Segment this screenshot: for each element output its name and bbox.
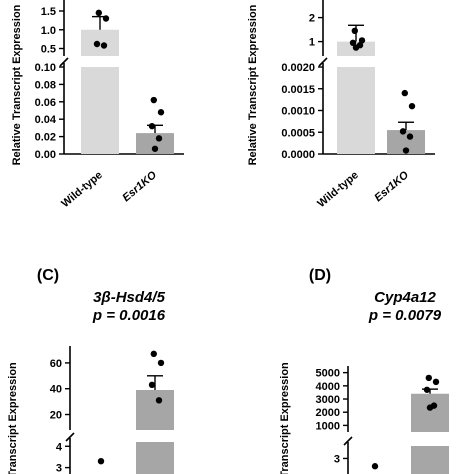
panel-d-point [432,378,440,386]
panel-c-point [155,397,163,404]
panel-d-point [425,374,432,382]
panel-c-bar-0-upper [136,390,174,430]
panel-c-upper-tick-label: 20 [50,410,62,422]
panel-a-axis-break [59,57,69,67]
panel-d-bar-0-upper [411,393,449,432]
panel-d-axis-break [343,436,353,446]
panel-a-category-esr1ko: Esr1KO [120,169,159,204]
panel-d-point [371,463,379,470]
panel-a-bar-0-upper [81,29,119,56]
panel-b-ylabel: Relative Transcript Expression [247,4,259,165]
panel-b-lower-axis: 0.0020 0.0015 0.0010 0.0005 0.0000 [281,62,435,161]
panel-b-upper-tick-label: 2 [309,13,315,25]
panel-c-lower-tick-label: 3 [56,463,62,474]
panel-b-lower-tick-label: 0.0000 [281,149,315,161]
panel-d: (D) Cyp4a12 p = 0.0079 Transcript Expres… [279,267,449,474]
panel-a-point [95,9,103,17]
panel-d-point [423,386,431,393]
panel-a-bar-1 [136,133,174,154]
panel-a-point [151,145,159,152]
panel-b-point [351,27,358,34]
panel-c-ylabel: Transcript Expression [7,362,19,474]
panel-b-bars [337,24,425,154]
panel-b-point [352,44,360,51]
panel-c-lower-tick-label: 4 [56,441,63,453]
panel-a-lower-tick-label: 0.06 [35,97,56,109]
panel-b-category-wildtype: Wild-type [315,169,361,210]
panel-d-upper-tick-label: 4000 [316,381,340,393]
panel-c-title-p: p = 0.0016 [92,307,166,324]
panel-b-lower-tick-label: 0.0010 [281,106,315,118]
panel-a-lower-tick-label: 0.02 [35,132,56,144]
panel-c-point [157,359,165,367]
panel-b: Relative Transcript Expression 21 0.0020… [247,0,435,210]
panel-d-label: (D) [309,267,331,284]
panel-a-point [150,96,157,104]
panel-b-lower-tick-label: 0.0005 [281,127,315,139]
panel-b-category-esr1ko: Esr1KO [372,169,411,204]
panel-a-upper-tick-label: 1.0 [41,25,56,37]
panel-d-ylabel: Transcript Expression [279,362,291,474]
panel-a-point [155,135,163,142]
panel-a-point [102,15,110,22]
panel-b-bar-1 [387,130,425,154]
panel-c-upper-axis: 60 40 20 [50,346,75,442]
panel-b-lower-tick-label: 0.0020 [281,62,315,74]
panel-a-bars [81,9,174,154]
panel-c-title-gene: 3β-Hsd4/5 [93,289,165,306]
panel-d-point [426,404,434,411]
panel-a-point [93,40,101,48]
panel-c-lower-axis: 43 [56,438,71,474]
panel-b-point [406,133,414,140]
panel-d-upper-tick-label: 3000 [316,394,340,406]
panel-b-point [408,102,416,110]
panel-d-title-gene: Cyp4a12 [374,289,436,306]
panel-c-bar-0-lower [136,442,174,474]
panel-c-upper-tick-label: 60 [50,358,62,370]
panel-d-bar-0-lower [411,446,449,474]
panel-a-upper-tick-label: 0.5 [41,44,56,56]
panel-a-lower-tick-label: 0.08 [35,79,56,91]
panel-a-point [157,109,165,116]
panel-b-lower-tick-label: 0.0015 [281,84,315,96]
panel-c-point [148,381,156,389]
panel-a-point [148,122,156,130]
panel-c: (C) 3β-Hsd4/5 p = 0.0016 Transcript Expr… [7,267,174,474]
panel-c-upper-tick-label: 40 [50,384,62,396]
panel-b-point [358,37,366,44]
panel-a-category-wildtype: Wild-type [59,169,105,210]
panel-c-label: (C) [37,267,59,284]
panel-b-point [399,128,407,135]
panel-a-upper-axis: 1.5 1.0 0.5 [41,0,69,67]
panel-a-point [100,42,108,49]
panel-a-bar-0-lower [81,67,119,154]
panel-d-lower-tick-label: 3 [334,453,340,465]
panel-d-upper-tick-label: 5000 [316,368,340,380]
panel-d-lower-axis: 3 [334,442,349,474]
panel-d-bars [371,374,449,474]
panel-a-lower-tick-label: 0.10 [35,62,56,74]
panel-c-axis-break [65,432,75,442]
panel-a-lower-tick-label: 0.04 [35,114,57,126]
panel-b-upper-axis: 21 [309,0,328,67]
panel-a: Relative Transcript Expression 1.5 1.0 0.5… [11,0,184,210]
panel-b-point [401,89,408,97]
panel-a-lower-tick-label: 0.00 [35,149,56,161]
panel-d-upper-tick-label: 1000 [316,420,340,432]
panel-c-point [97,458,105,465]
panel-c-bars [97,350,174,474]
panel-b-point [349,39,357,46]
panel-b-bar-0-lower [337,67,375,154]
panel-d-title-p: p = 0.0079 [368,307,442,324]
panel-b-point [402,147,410,154]
panel-b-axis-break [318,57,328,67]
panel-b-upper-tick-label: 1 [309,37,315,49]
panel-a-upper-tick-label: 1.5 [41,6,56,18]
panel-a-ylabel: Relative Transcript Expression [11,4,23,165]
panel-c-point [150,350,157,358]
panel-d-upper-tick-label: 2000 [316,407,340,419]
